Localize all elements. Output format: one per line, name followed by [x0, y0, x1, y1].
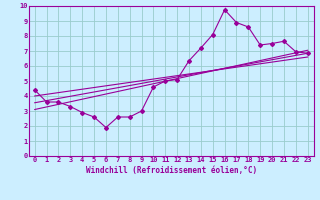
X-axis label: Windchill (Refroidissement éolien,°C): Windchill (Refroidissement éolien,°C) [86, 166, 257, 175]
